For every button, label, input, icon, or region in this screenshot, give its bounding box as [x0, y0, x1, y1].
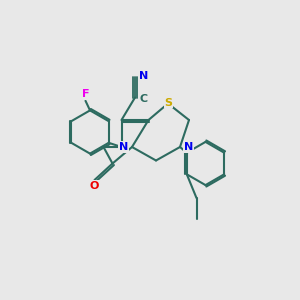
Text: N: N	[139, 71, 148, 81]
Text: S: S	[165, 98, 172, 108]
Text: F: F	[82, 89, 89, 99]
Text: C: C	[139, 94, 148, 104]
Text: O: O	[90, 181, 99, 191]
Text: N: N	[184, 142, 193, 152]
Text: N: N	[119, 142, 128, 152]
